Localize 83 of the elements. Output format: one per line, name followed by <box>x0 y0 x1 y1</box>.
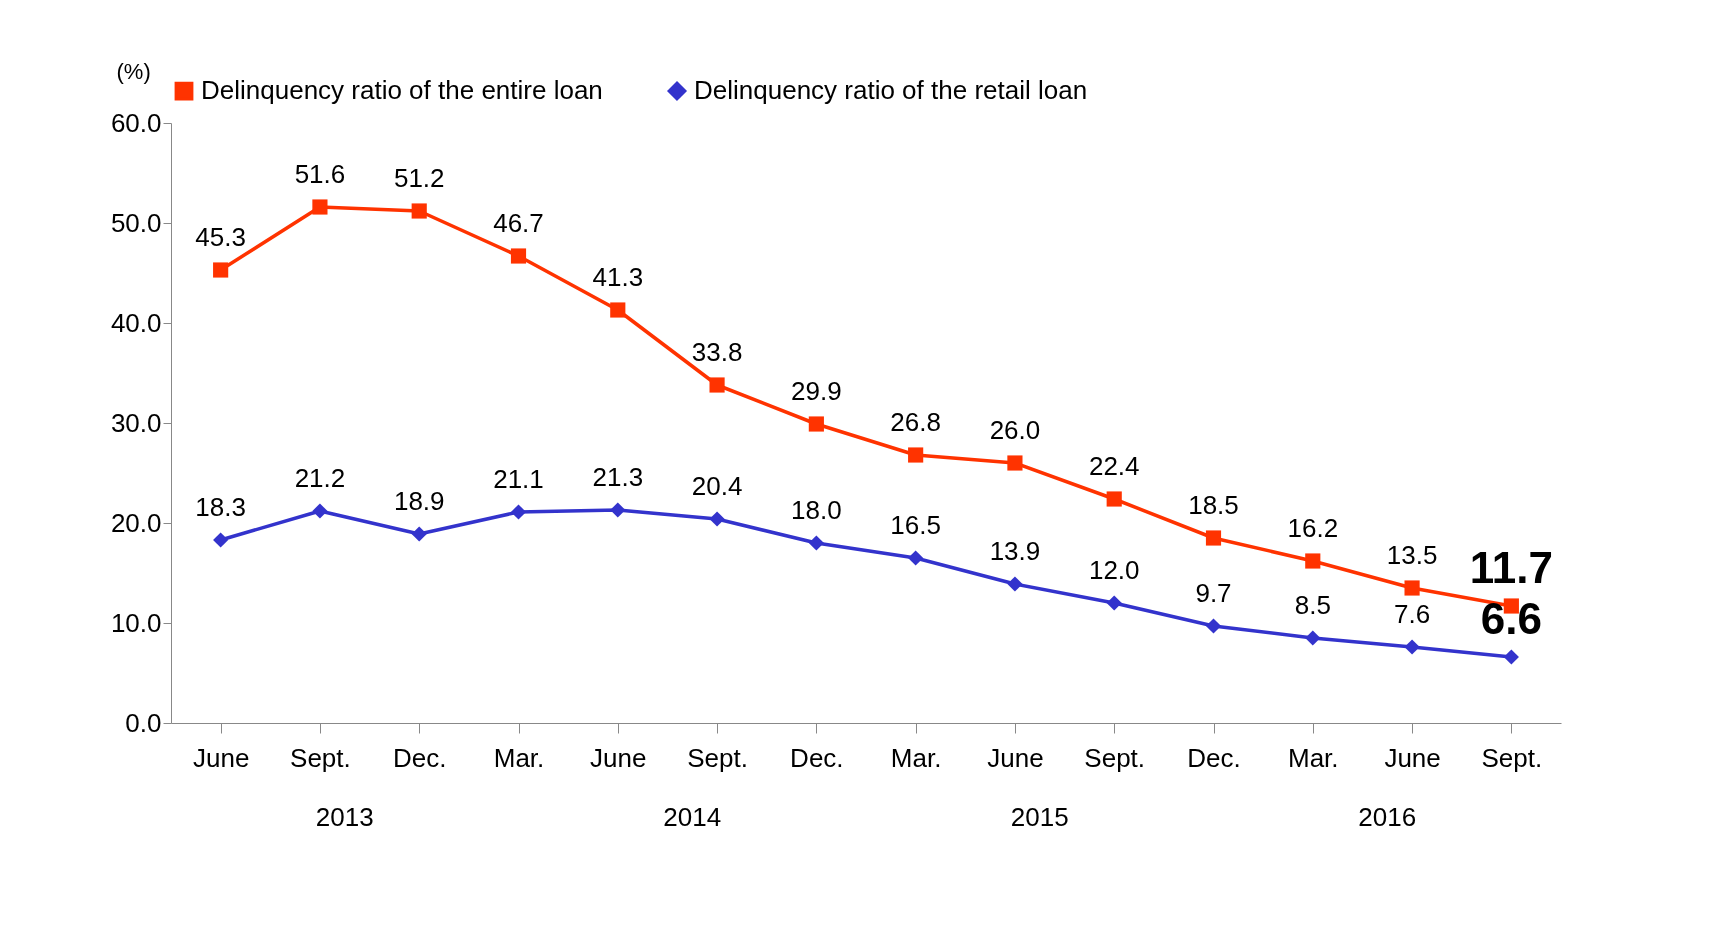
data-label: 11.7 <box>1469 543 1553 592</box>
point <box>709 377 725 393</box>
data-label: 9.7 <box>1195 578 1232 608</box>
point <box>1305 630 1321 646</box>
x-tick-label: June <box>987 742 1044 773</box>
y-tick-label: 40.0 <box>110 307 162 338</box>
point <box>808 535 824 551</box>
data-label: 22.4 <box>1088 451 1140 481</box>
point <box>1205 530 1222 546</box>
data-label: 51.2 <box>393 163 445 193</box>
point <box>312 199 328 215</box>
x-tick-label: Dec. <box>1187 742 1241 773</box>
x-tick-label: Sept. <box>687 742 748 773</box>
data-label: 51.6 <box>294 159 346 189</box>
point <box>1106 595 1122 611</box>
x-tick-label: Sept. <box>1481 742 1543 773</box>
data-label: 26.8 <box>890 407 941 437</box>
text: 2014 <box>663 802 722 832</box>
point <box>1007 455 1023 471</box>
x-tick-label: Dec. <box>392 742 447 773</box>
point <box>411 203 427 219</box>
point <box>312 503 328 519</box>
text: 2015 <box>1010 802 1069 832</box>
data-label: 29.9 <box>791 376 842 406</box>
data-label: 21.3 <box>592 462 644 492</box>
point <box>1404 639 1420 655</box>
point <box>510 248 527 264</box>
x-tick-label: Sept. <box>290 742 351 773</box>
point <box>1205 618 1222 634</box>
text: 2016 <box>1358 802 1417 832</box>
x-tick-label: June <box>1384 742 1441 773</box>
data-label: 18.0 <box>791 495 842 525</box>
data-label: 21.1 <box>493 464 544 494</box>
point <box>213 532 229 548</box>
legend-label: Delinquency ratio of the entire loan <box>201 75 603 106</box>
legend-label: Delinquency ratio of the retail loan <box>694 75 1088 106</box>
point <box>1404 580 1420 596</box>
point <box>908 550 924 566</box>
data-label: 18.5 <box>1188 490 1239 520</box>
y-tick-label: 50.0 <box>110 207 162 238</box>
x-tick-label: June <box>192 742 250 773</box>
data-label: 8.5 <box>1294 590 1331 620</box>
data-label: 46.7 <box>493 208 544 238</box>
data-label: 20.4 <box>691 471 743 501</box>
point <box>808 416 824 432</box>
y-tick-label: 10.0 <box>110 607 162 638</box>
data-label: 16.2 <box>1287 513 1339 543</box>
data-label: 18.3 <box>195 492 246 522</box>
x-tick-label: Dec. <box>790 742 844 773</box>
point <box>610 302 626 318</box>
point <box>1503 649 1519 665</box>
data-label: 21.2 <box>294 463 346 493</box>
point <box>709 511 725 527</box>
data-label: 7.6 <box>1393 599 1431 629</box>
x-tick-label: Mar. <box>890 742 942 773</box>
point <box>1305 553 1321 569</box>
data-label: 13.9 <box>989 536 1041 566</box>
y-axis-title: (%) <box>116 58 151 84</box>
y-tick-label: 0.0 <box>125 707 162 738</box>
text: 2013 <box>315 802 374 832</box>
point <box>510 504 527 520</box>
x-tick-label: Mar. <box>493 742 545 773</box>
data-label: 41.3 <box>592 262 644 292</box>
y-tick-label: 60.0 <box>110 107 162 138</box>
data-label: 33.8 <box>691 337 743 367</box>
data-label: 26.0 <box>989 415 1041 445</box>
point <box>610 502 626 518</box>
point <box>1007 576 1023 592</box>
data-label: 6.6 <box>1480 594 1542 643</box>
point <box>908 447 924 463</box>
data-label: 13.5 <box>1386 540 1438 570</box>
point <box>1106 491 1122 507</box>
data-label: 45.3 <box>195 222 246 252</box>
y-tick-label: 20.0 <box>110 507 162 538</box>
data-label: 12.0 <box>1088 555 1140 585</box>
x-tick-label: Mar. <box>1288 742 1339 773</box>
x-tick-label: June <box>590 742 647 773</box>
point <box>213 262 229 278</box>
data-label: 18.9 <box>393 486 445 516</box>
x-tick-label: Sept. <box>1084 742 1146 773</box>
data-label: 16.5 <box>890 510 941 540</box>
y-tick-label: 30.0 <box>110 407 162 438</box>
point <box>411 526 427 542</box>
